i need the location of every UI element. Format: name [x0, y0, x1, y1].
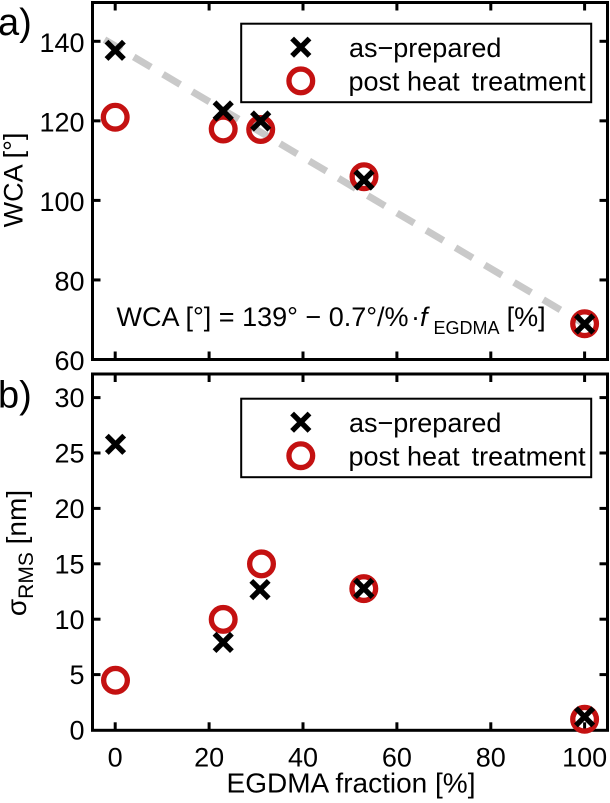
svg-text:WCA [°]: WCA [°] — [0, 133, 29, 228]
svg-text:15: 15 — [54, 549, 84, 579]
svg-text:a): a) — [0, 2, 32, 44]
svg-text:80: 80 — [54, 267, 84, 297]
svg-text:EGDMA fraction [%]: EGDMA fraction [%] — [227, 768, 476, 799]
svg-text:post heat treatment: post heat treatment — [349, 67, 587, 97]
svg-text:40: 40 — [288, 743, 318, 773]
svg-text:post heat treatment: post heat treatment — [349, 441, 587, 471]
svg-text:140: 140 — [39, 28, 84, 58]
svg-text:25: 25 — [54, 439, 84, 469]
svg-text:80: 80 — [476, 743, 506, 773]
svg-text:60: 60 — [382, 743, 412, 773]
svg-text:as−prepared: as−prepared — [349, 408, 501, 438]
svg-text:60: 60 — [54, 346, 84, 376]
svg-text:20: 20 — [194, 743, 224, 773]
svg-text:0: 0 — [108, 743, 123, 773]
svg-text:0: 0 — [69, 716, 84, 746]
svg-text:100: 100 — [562, 743, 607, 773]
svg-text:30: 30 — [54, 383, 84, 413]
svg-text:5: 5 — [69, 660, 84, 690]
svg-text:20: 20 — [54, 494, 84, 524]
svg-text:100: 100 — [39, 187, 84, 217]
svg-text:as−prepared: as−prepared — [349, 33, 501, 63]
svg-text:10: 10 — [54, 605, 84, 635]
svg-text:120: 120 — [39, 107, 84, 137]
svg-text:b): b) — [0, 375, 32, 417]
